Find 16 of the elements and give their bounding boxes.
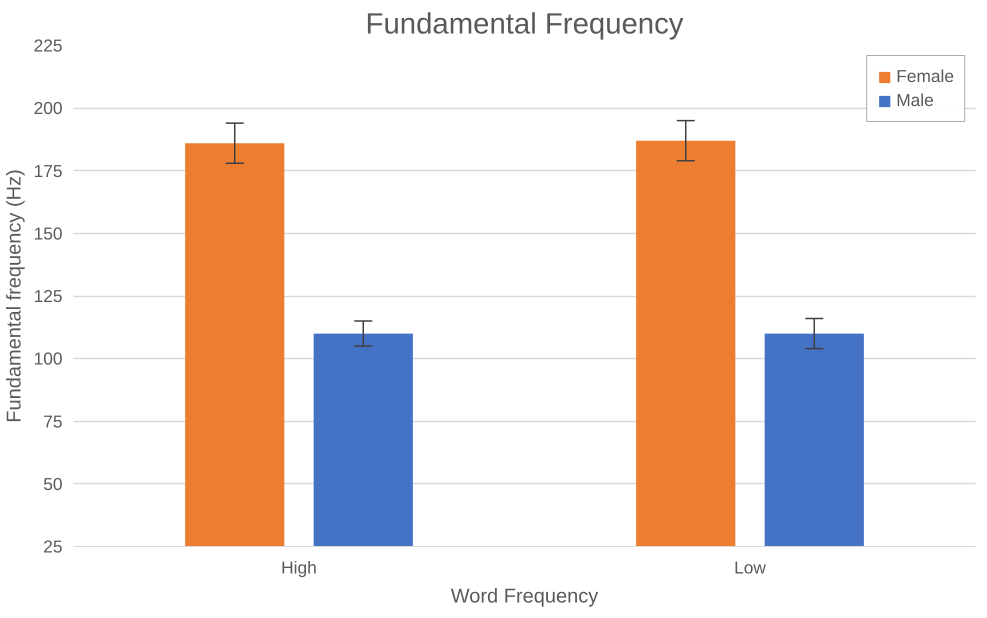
legend-label: Male <box>896 90 934 111</box>
y-tick-label: 100 <box>34 348 63 369</box>
y-tick-label: 125 <box>34 286 63 306</box>
x-axis-title: Word Frequency <box>450 586 598 608</box>
chart-title: Fundamental Frequency <box>366 8 684 40</box>
y-tick-label: 25 <box>43 536 63 556</box>
x-tick-label: Low <box>734 558 766 578</box>
y-tick-label: 200 <box>34 98 63 118</box>
x-tick-label: High <box>281 558 317 578</box>
y-tick-label: 50 <box>43 474 63 494</box>
y-tick-label: 175 <box>34 160 63 181</box>
y-axis-title: Fundamental frequency (Hz) <box>4 169 26 423</box>
legend-label: Female <box>896 66 954 87</box>
y-tick-label: 150 <box>34 223 63 244</box>
y-tick-label: 75 <box>43 411 63 432</box>
y-tick-label: 225 <box>34 36 63 56</box>
